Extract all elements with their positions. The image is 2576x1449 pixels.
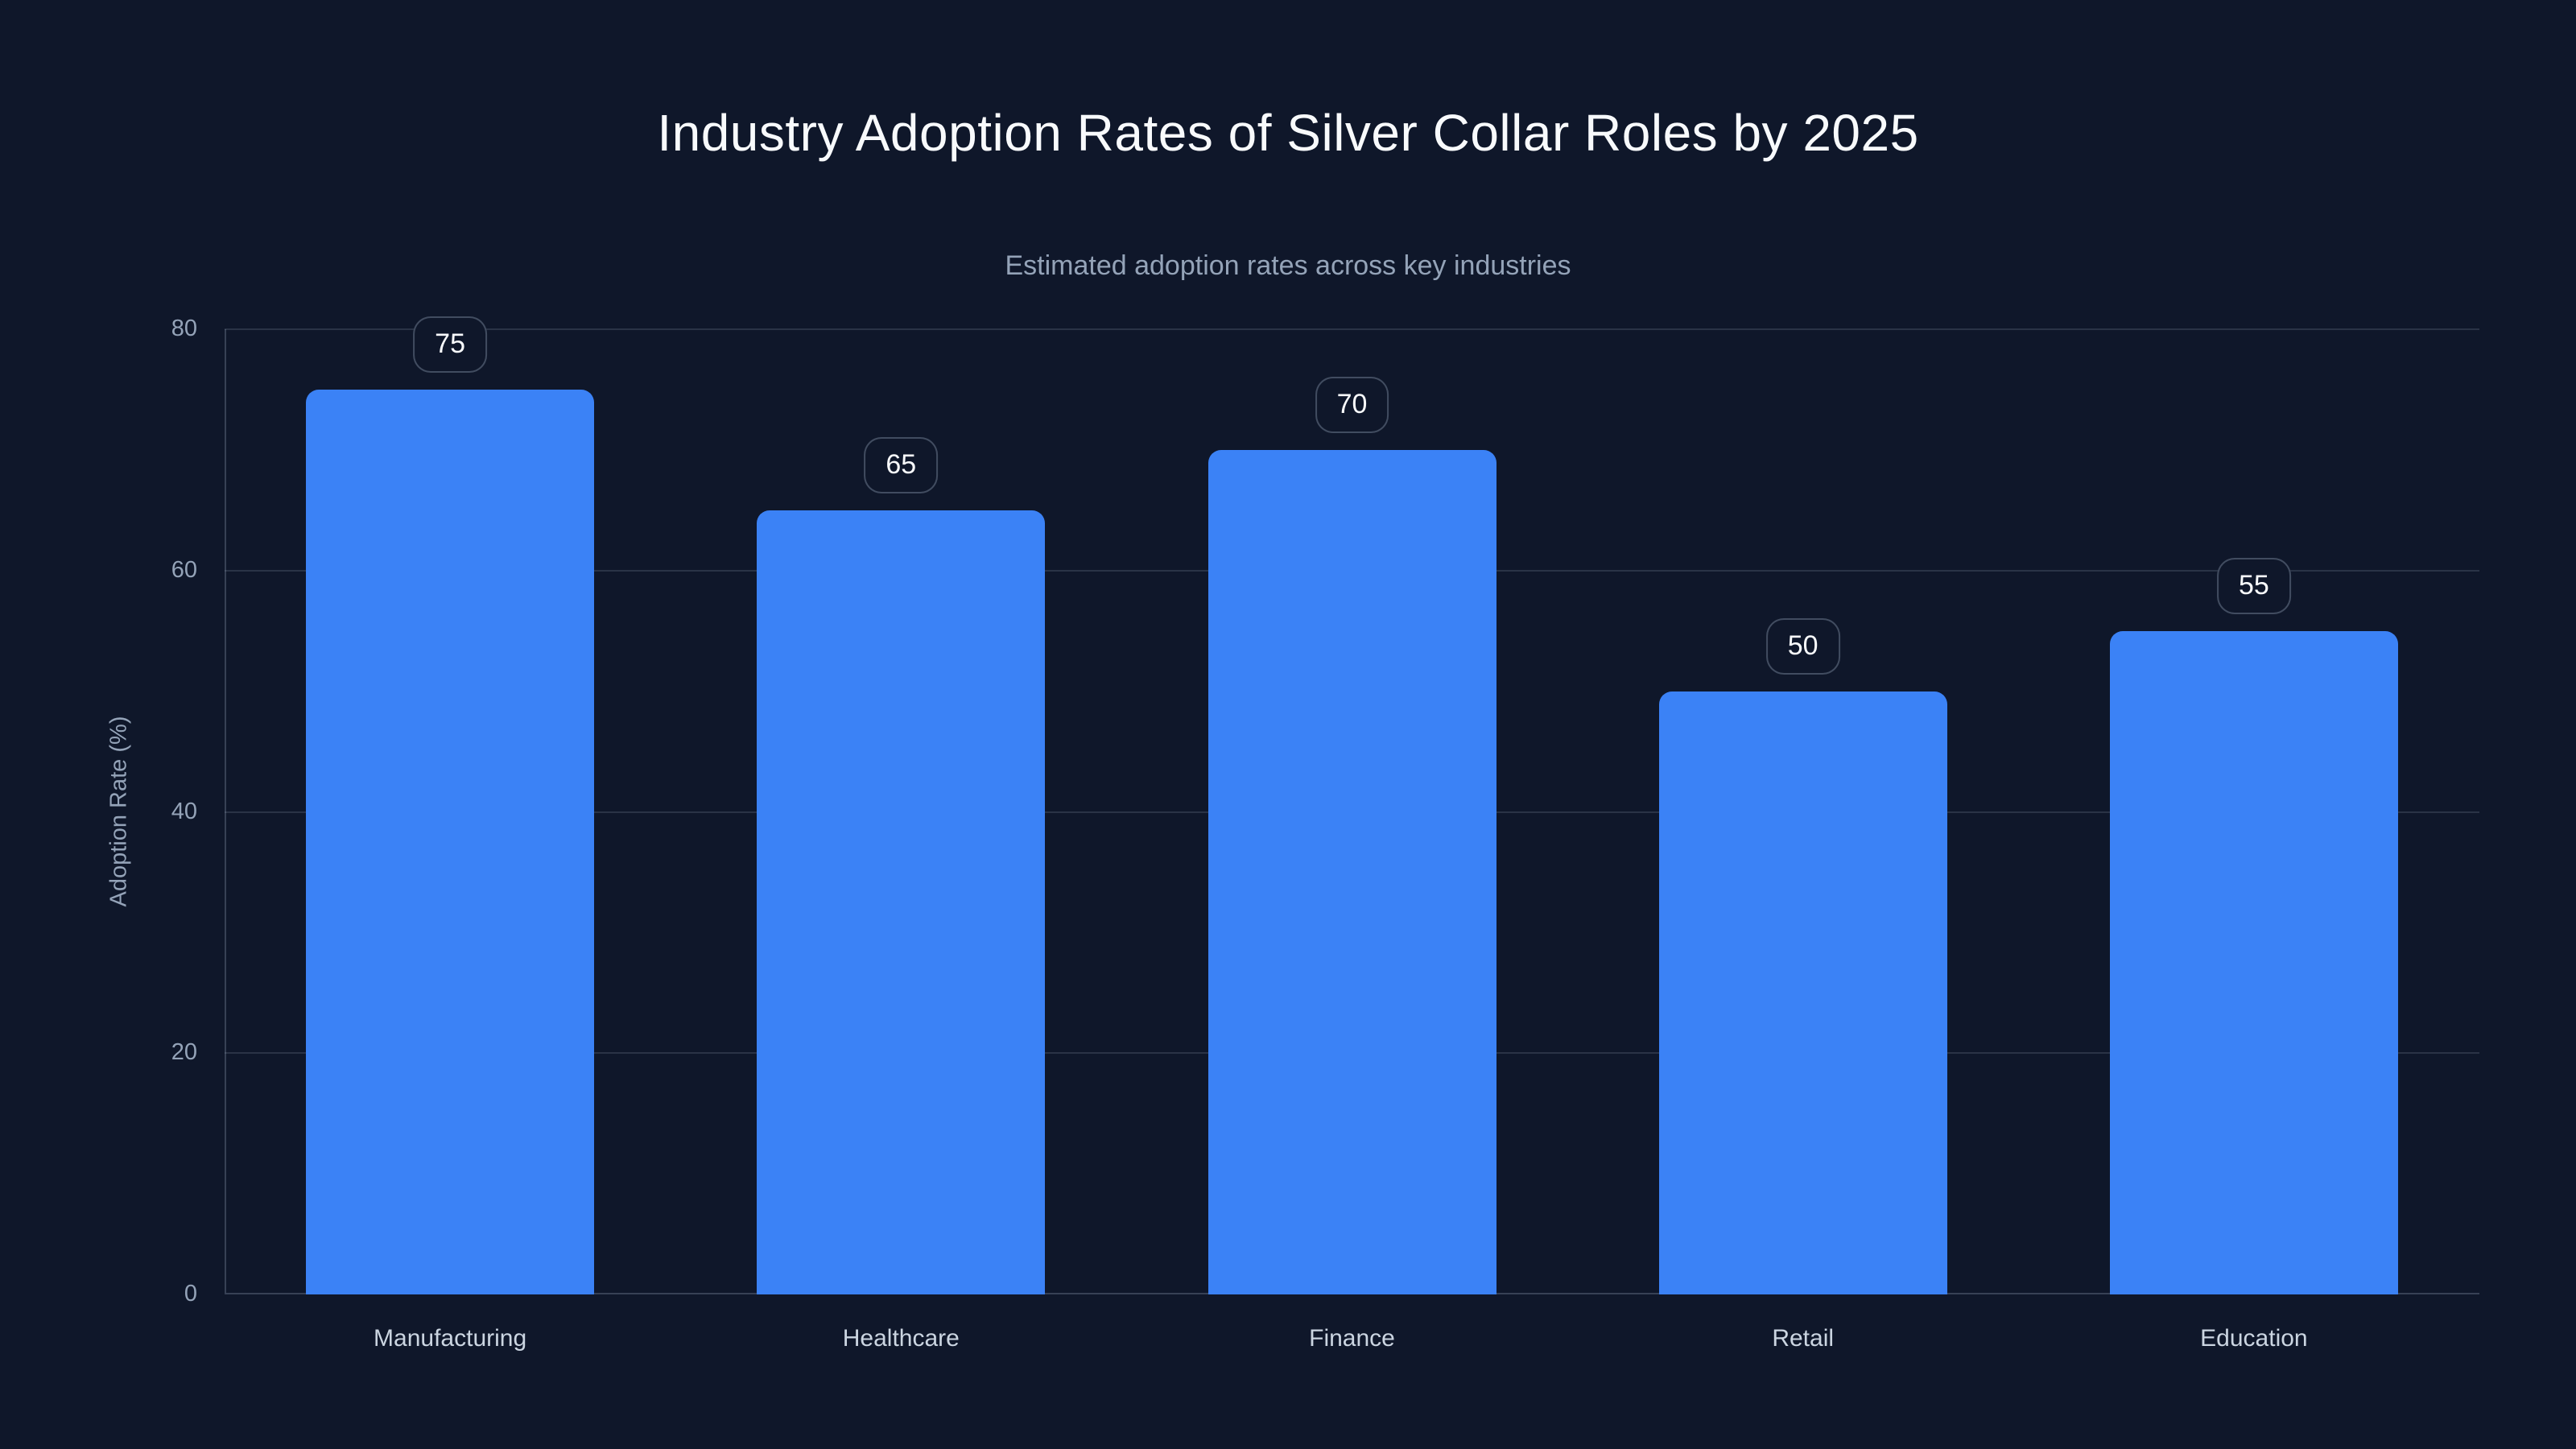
chart-subtitle: Estimated adoption rates across key indu…: [1005, 250, 1571, 281]
value-badge: 65: [864, 436, 939, 493]
bar-education[interactable]: [2109, 630, 2398, 1294]
gridline: [225, 328, 2479, 330]
y-tick-label: 80: [171, 316, 197, 341]
bar-healthcare[interactable]: [757, 510, 1046, 1294]
x-axis-label: Retail: [1772, 1325, 1835, 1352]
value-badge: 75: [413, 316, 488, 373]
y-tick-label: 0: [184, 1281, 197, 1307]
value-badge: 55: [2216, 557, 2291, 614]
chart-title: Industry Adoption Rates of Silver Collar…: [657, 104, 1919, 162]
y-tick-label: 40: [171, 798, 197, 824]
y-tick-label: 20: [171, 1039, 197, 1066]
x-axis-label: Healthcare: [842, 1325, 960, 1352]
value-badge: 50: [1765, 617, 1840, 675]
bar-finance[interactable]: [1208, 449, 1496, 1294]
bar-retail[interactable]: [1658, 691, 1947, 1294]
x-axis-label: Manufacturing: [374, 1325, 527, 1352]
x-axis-label: Finance: [1309, 1325, 1395, 1352]
value-badge: 70: [1315, 376, 1389, 433]
x-axis-label: Education: [2200, 1325, 2308, 1352]
bar-manufacturing[interactable]: [306, 389, 595, 1294]
y-tick-label: 60: [171, 556, 197, 583]
